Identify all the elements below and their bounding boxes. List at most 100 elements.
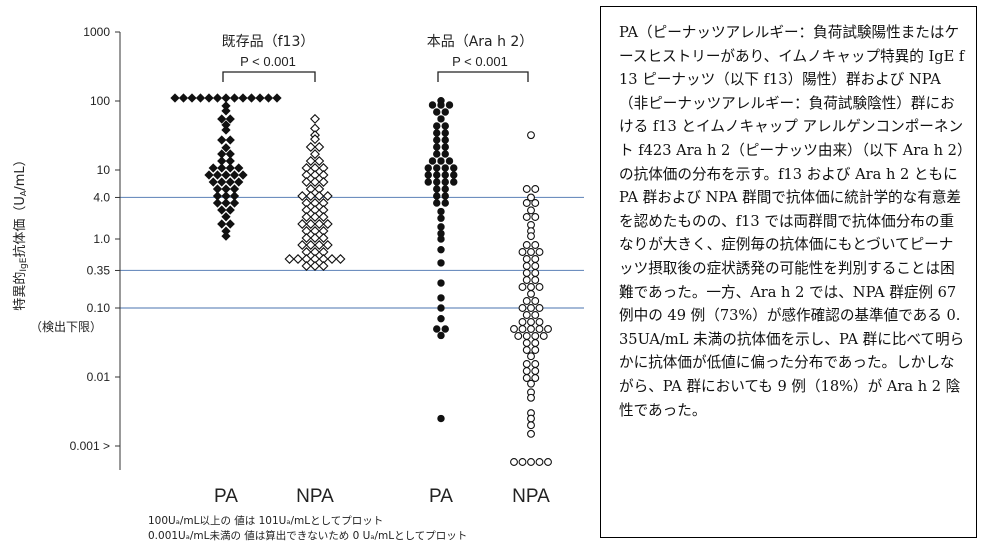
data-point-2 bbox=[314, 240, 325, 250]
data-point-3 bbox=[445, 101, 454, 109]
x-category-npa-arah2: NPA bbox=[512, 486, 550, 507]
data-point-2 bbox=[318, 177, 329, 187]
data-point-4 bbox=[522, 297, 531, 305]
data-point-3 bbox=[441, 136, 449, 144]
data-point-4 bbox=[531, 213, 540, 221]
data-point-3 bbox=[437, 331, 445, 340]
data-point-3 bbox=[433, 136, 441, 144]
data-point-3 bbox=[441, 185, 449, 193]
data-point-2 bbox=[310, 261, 320, 271]
data-point-1 bbox=[225, 163, 235, 173]
y-axis-label-part: 抗体価（U bbox=[13, 196, 28, 258]
data-point-4 bbox=[527, 289, 535, 298]
data-point-2 bbox=[322, 240, 333, 250]
data-point-3 bbox=[441, 150, 449, 158]
data-point-3 bbox=[441, 122, 449, 130]
data-point-2 bbox=[301, 177, 312, 187]
data-point-3 bbox=[437, 414, 445, 423]
data-point-4 bbox=[544, 458, 552, 466]
data-point-3 bbox=[428, 157, 437, 165]
data-point-4 bbox=[531, 332, 540, 340]
data-point-1 bbox=[217, 135, 227, 145]
data-point-4 bbox=[535, 318, 544, 326]
data-point-4 bbox=[527, 352, 535, 361]
data-point-3 bbox=[433, 143, 441, 151]
data-point-2 bbox=[284, 254, 295, 264]
data-point-4 bbox=[531, 367, 540, 375]
footnotes: 100Uₐ/mL以上の 値は 101Uₐ/mLとしてプロット 0.001Uₐ/m… bbox=[148, 514, 467, 542]
data-point-1 bbox=[217, 219, 227, 229]
data-point-3 bbox=[450, 178, 458, 186]
data-point-3 bbox=[433, 192, 441, 200]
data-point-3 bbox=[433, 178, 441, 186]
data-point-4 bbox=[522, 374, 531, 382]
data-point-1 bbox=[178, 93, 189, 103]
data-point-3 bbox=[433, 185, 441, 193]
data-point-4 bbox=[510, 325, 518, 333]
y-axis-ticks: 1000 100 10 4.0 1.0 0.35 0.10 0.01 0.001 > bbox=[70, 25, 120, 453]
data-point-4 bbox=[527, 206, 535, 215]
y-tick-label: 0.10 bbox=[87, 301, 111, 315]
data-point-1 bbox=[208, 163, 218, 173]
data-point-2 bbox=[318, 261, 329, 271]
data-point-2 bbox=[305, 240, 316, 250]
data-point-1 bbox=[204, 170, 214, 180]
data-point-4 bbox=[531, 185, 540, 193]
data-point-1 bbox=[208, 177, 218, 187]
data-point-3 bbox=[433, 171, 441, 179]
data-point-3 bbox=[437, 214, 445, 222]
svg-text:特異的IgE抗体価（UA/mL）: 特異的IgE抗体価（UA/mL） bbox=[12, 153, 29, 310]
data-point-4 bbox=[531, 199, 540, 207]
x-category-pa-f13: PA bbox=[214, 486, 238, 507]
data-point-4 bbox=[522, 339, 531, 347]
x-axis-categories: PA NPA PA NPA bbox=[214, 486, 550, 507]
data-point-4 bbox=[531, 276, 540, 284]
data-point-2 bbox=[310, 134, 320, 145]
data-point-1 bbox=[221, 125, 231, 135]
p-value-arah2: P < 0.001 bbox=[452, 54, 508, 69]
data-point-4 bbox=[535, 304, 544, 312]
data-point-2 bbox=[310, 233, 320, 243]
data-point-4 bbox=[527, 193, 535, 202]
dot-plot-chart: 1000 100 10 4.0 1.0 0.35 0.10 0.01 0.001 > 特異的Ig… bbox=[12, 25, 584, 542]
data-point-4 bbox=[531, 374, 540, 382]
y-tick-label: 4.0 bbox=[93, 190, 110, 204]
data-point-1 bbox=[195, 93, 206, 103]
data-point-3 bbox=[441, 143, 449, 151]
data-point-1 bbox=[255, 93, 265, 103]
detection-limit-label: （検出下限） bbox=[30, 320, 102, 334]
data-point-1 bbox=[221, 106, 231, 116]
data-point-1 bbox=[221, 198, 231, 208]
data-point-3 bbox=[437, 259, 445, 267]
data-point-2 bbox=[314, 219, 325, 229]
data-point-3 bbox=[437, 115, 445, 123]
data-point-3 bbox=[441, 192, 449, 200]
description-box: PA（ピーナッツアレルギー：負荷試験陽性またはケースヒストリーがあり、イムノキャ… bbox=[600, 6, 977, 538]
group-title-f13: 既存品（f13） bbox=[222, 34, 315, 50]
data-point-1 bbox=[204, 93, 214, 103]
data-point-1 bbox=[225, 135, 235, 145]
data-point-2 bbox=[318, 233, 329, 243]
data-point-4 bbox=[527, 304, 535, 312]
data-point-1 bbox=[238, 93, 248, 103]
data-point-2 bbox=[293, 254, 303, 264]
data-point-1 bbox=[217, 177, 227, 187]
group-title-arah2: 本品（Ara h 2） bbox=[427, 34, 534, 50]
data-point-4 bbox=[527, 379, 535, 388]
data-point-2 bbox=[305, 156, 316, 166]
data-point-4 bbox=[531, 255, 540, 263]
data-point-3 bbox=[437, 294, 445, 302]
data-point-3 bbox=[437, 157, 445, 165]
data-point-4 bbox=[527, 318, 535, 326]
data-point-2 bbox=[318, 212, 329, 222]
data-points bbox=[170, 93, 552, 466]
data-point-3 bbox=[437, 235, 445, 243]
data-point-3 bbox=[437, 314, 445, 323]
data-point-2 bbox=[305, 191, 316, 201]
y-axis-label-sub: IgE bbox=[19, 257, 29, 271]
data-point-4 bbox=[531, 339, 540, 347]
data-point-4 bbox=[522, 367, 531, 375]
data-point-4 bbox=[518, 283, 527, 291]
data-point-2 bbox=[310, 177, 320, 187]
data-point-3 bbox=[433, 129, 441, 137]
